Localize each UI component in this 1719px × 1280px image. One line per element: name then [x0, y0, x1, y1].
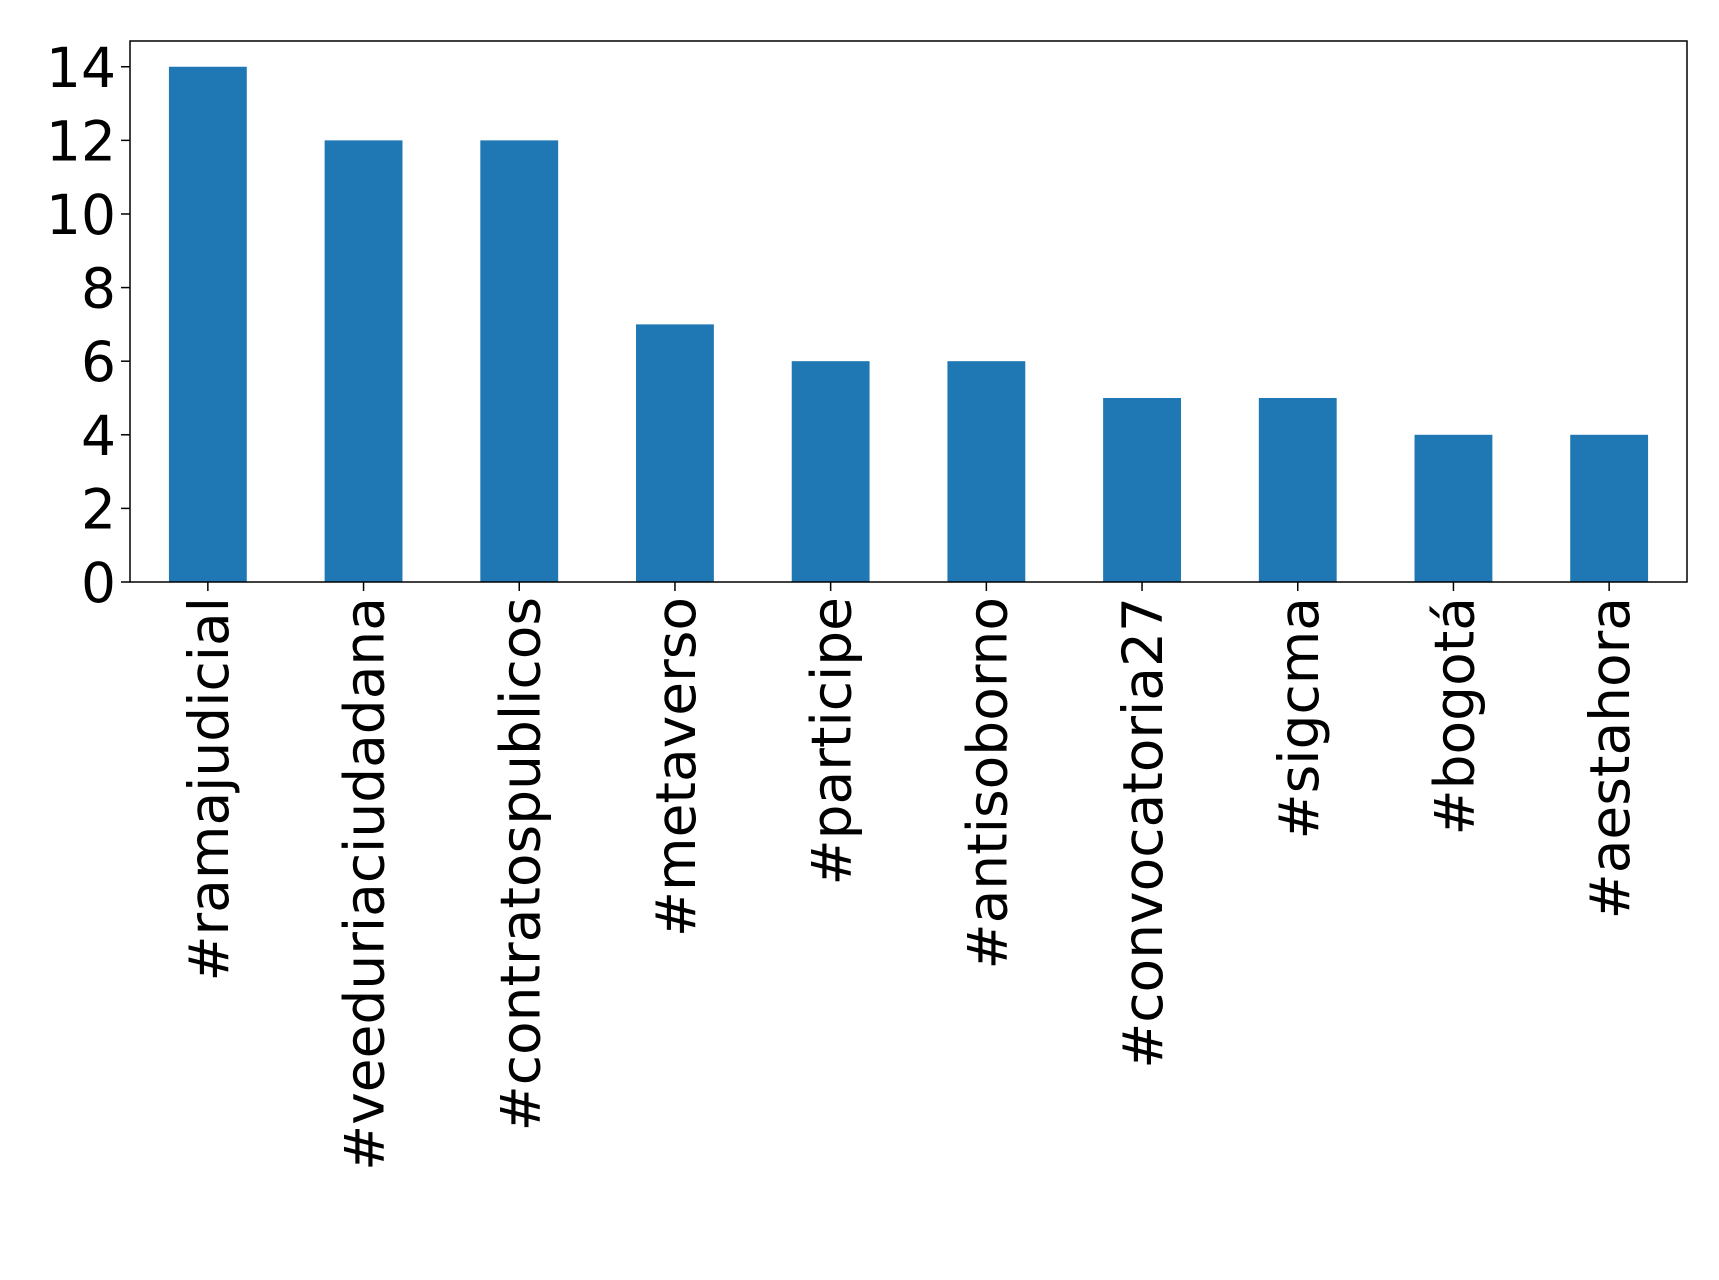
y-tick-label: 4	[81, 404, 116, 468]
x-tick-label: #convocatoria27	[1111, 597, 1175, 1069]
x-tick-label: #participe	[800, 597, 864, 885]
x-tick-label: #contratospublicos	[488, 597, 552, 1131]
y-tick-label: 8	[81, 257, 116, 321]
y-tick-label: 2	[81, 477, 116, 541]
bar	[1570, 434, 1649, 582]
bar	[947, 361, 1026, 582]
x-tick-label: #sigcma	[1267, 597, 1331, 839]
y-tick-label: 0	[81, 551, 116, 615]
bar	[168, 66, 247, 582]
x-tick-label: #ramajudicial	[177, 597, 241, 982]
bar	[324, 140, 403, 582]
y-tick-label: 12	[46, 109, 116, 173]
bar	[636, 324, 714, 582]
bar	[791, 361, 870, 582]
x-tick-label: #antisoborno	[955, 597, 1019, 970]
x-tick-label: #metaverso	[644, 597, 708, 937]
x-tick-label: #veeduriaciudadana	[333, 597, 397, 1171]
bar	[1414, 434, 1493, 582]
x-tick-label: #bogotá	[1422, 597, 1486, 835]
x-tick-label: #aestahora	[1578, 597, 1642, 919]
bar	[1258, 397, 1337, 582]
y-tick-label: 10	[46, 183, 116, 247]
y-tick-label: 6	[81, 330, 116, 394]
bar	[480, 140, 559, 582]
plot-frame	[129, 40, 1688, 583]
y-tick-label: 14	[46, 36, 116, 100]
bar	[1103, 397, 1181, 582]
